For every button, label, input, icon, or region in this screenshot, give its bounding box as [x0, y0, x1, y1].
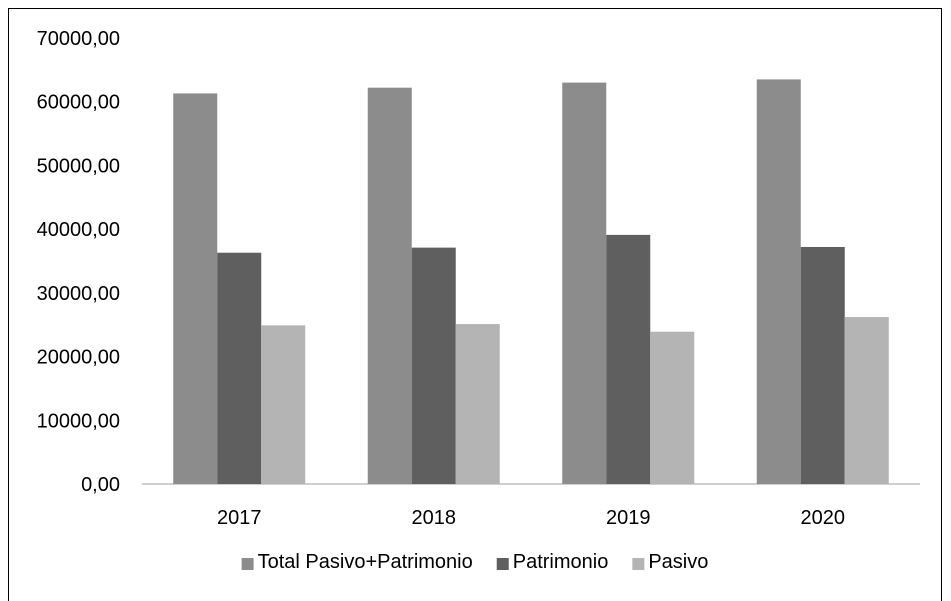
legend-swatch	[241, 558, 254, 570]
y-tick-label: 10000,00	[37, 410, 120, 432]
bar	[844, 317, 889, 484]
bar	[756, 79, 801, 485]
bar	[455, 324, 500, 484]
legend-label: Pasivo	[648, 551, 708, 573]
bar	[800, 246, 845, 484]
bar	[606, 234, 651, 484]
bar	[411, 247, 456, 484]
x-tick-label: 2019	[606, 507, 651, 529]
bar	[261, 325, 306, 484]
legend-label: Total Pasivo+Patrimonio	[258, 551, 473, 573]
bar	[367, 87, 412, 484]
y-tick-label: 30000,00	[37, 283, 120, 305]
y-tick-label: 60000,00	[37, 92, 120, 114]
x-axis-ticks: 2017 2018 2019 2020	[217, 507, 845, 529]
bars	[173, 79, 889, 485]
x-tick-label: 2017	[217, 507, 262, 529]
chart-frame	[8, 8, 942, 601]
bar	[173, 93, 218, 484]
legend-item: Pasivo	[632, 551, 708, 573]
legend-swatch	[496, 558, 509, 570]
x-tick-label: 2018	[412, 507, 457, 529]
bar	[650, 331, 695, 484]
legend: Total Pasivo+Patrimonio Patrimonio Pasivo	[241, 551, 708, 573]
y-tick-label: 40000,00	[37, 219, 120, 241]
legend-item: Total Pasivo+Patrimonio	[241, 551, 473, 573]
y-tick-label: 50000,00	[37, 155, 120, 177]
bar	[217, 252, 262, 484]
y-tick-label: 0,00	[81, 474, 120, 496]
x-tick-label: 2020	[801, 507, 846, 529]
y-tick-label: 70000,00	[37, 28, 120, 50]
y-axis-ticks: 0,00 10000,00 20000,00 30000,00 40000,00 5000…	[37, 28, 120, 496]
legend-item: Patrimonio	[496, 551, 609, 573]
y-tick-label: 20000,00	[37, 347, 120, 369]
legend-label: Patrimonio	[513, 551, 609, 573]
bar	[562, 82, 607, 484]
legend-swatch	[632, 558, 645, 570]
